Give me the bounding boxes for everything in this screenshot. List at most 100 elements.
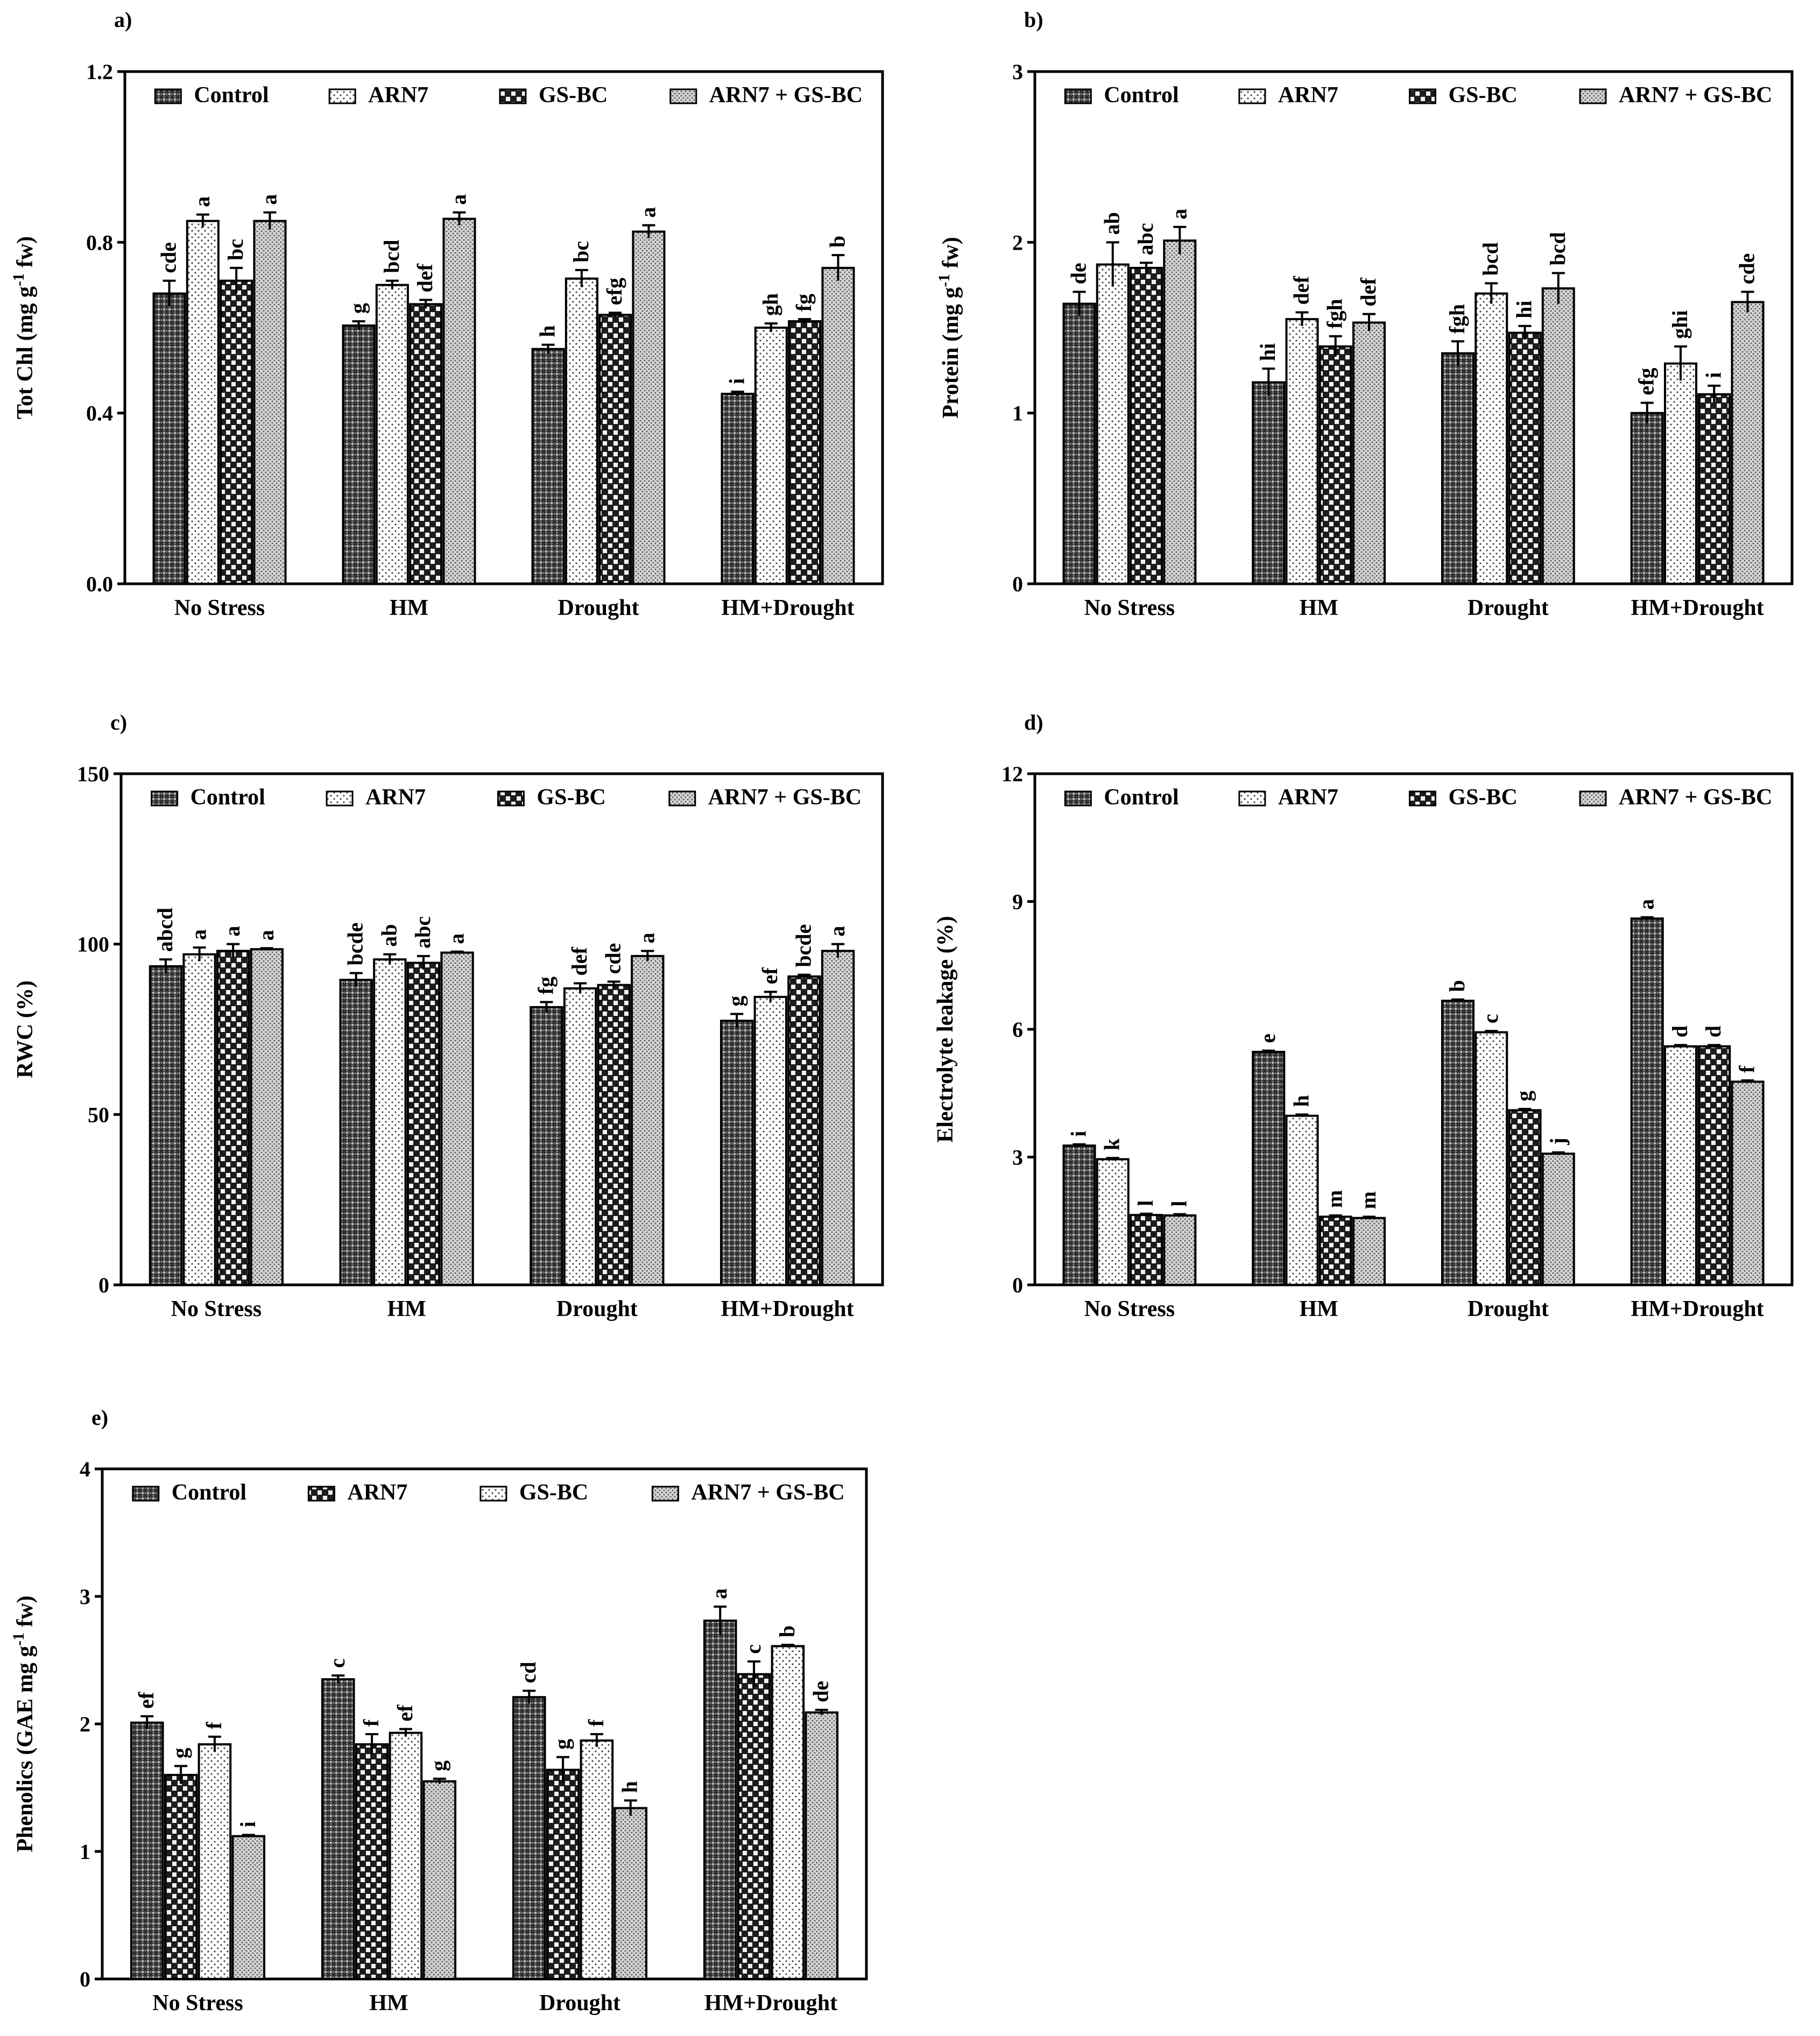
- plot-frame: [1033, 70, 1794, 585]
- x-tick-label: HM: [1299, 596, 1338, 620]
- significance-letter: hi: [1255, 343, 1280, 361]
- legend-label: ARN7: [368, 83, 428, 108]
- x-tick-label: No Stress: [171, 1297, 262, 1321]
- bar: [737, 1673, 771, 1981]
- significance-letter: h: [535, 325, 560, 337]
- y-axis-label: RWC (%): [13, 980, 38, 1078]
- legend-label: ARN7 + GS-BC: [691, 1480, 844, 1505]
- significance-letter: cde: [157, 242, 181, 273]
- significance-letter: cde: [601, 943, 625, 974]
- bar: [1475, 292, 1508, 585]
- y-tick-label: 6: [1012, 1017, 1023, 1042]
- legend-label: ARN7 + GS-BC: [1619, 83, 1772, 108]
- significance-letter: a: [1634, 899, 1659, 910]
- y-tick-label: 12: [1001, 762, 1023, 786]
- bar: [182, 953, 216, 1286]
- significance-letter: g: [724, 996, 748, 1007]
- bar: [1062, 1144, 1096, 1286]
- significance-letter: ab: [377, 924, 401, 946]
- bar: [631, 955, 665, 1286]
- bar: [787, 975, 821, 1286]
- legend-swatch: [1238, 790, 1266, 807]
- legend-label: ARN7: [365, 785, 426, 810]
- legend-swatch: [151, 790, 179, 807]
- panel-label: b): [1024, 8, 1043, 32]
- significance-letter: abc: [1133, 223, 1158, 255]
- significance-letter: a: [634, 932, 659, 943]
- bar: [1285, 1114, 1319, 1286]
- x-tick-label: Drought: [539, 1991, 620, 2016]
- bar: [720, 1020, 754, 1286]
- bar: [1697, 393, 1731, 585]
- significance-letter: ef: [134, 1692, 158, 1709]
- significance-letter: g: [346, 303, 370, 314]
- significance-letter: e: [1255, 1034, 1280, 1043]
- bar: [422, 1780, 457, 1980]
- legend-swatch: [154, 88, 182, 104]
- y-tick-label: 0: [80, 1967, 90, 1991]
- legend-swatch: [479, 1486, 507, 1502]
- significance-letter: gh: [758, 293, 782, 316]
- significance-letter: d: [1701, 1026, 1725, 1037]
- significance-letter: a: [187, 929, 211, 940]
- legend-swatch: [651, 1486, 679, 1502]
- bar: [805, 1711, 839, 1980]
- significance-letter: i: [725, 378, 749, 384]
- x-tick-label: HM: [369, 1991, 408, 2016]
- significance-letter: i: [1066, 1131, 1090, 1137]
- significance-letter: fg: [533, 977, 558, 994]
- legend-label: ARN7 + GS-BC: [709, 83, 863, 108]
- significance-letter: a: [1167, 209, 1191, 220]
- legend-swatch: [132, 1486, 160, 1502]
- legend-swatch: [1579, 88, 1607, 104]
- bar: [531, 348, 565, 585]
- legend-swatch: [1238, 88, 1266, 104]
- bar: [821, 950, 855, 1286]
- x-tick-label: Drought: [556, 1297, 638, 1321]
- x-tick-label: Drought: [1468, 596, 1549, 620]
- significance-letter: abcd: [153, 908, 177, 952]
- legend-swatch: [307, 1486, 335, 1502]
- y-tick-label: 2: [1012, 230, 1023, 254]
- y-tick-label: 2: [80, 1712, 90, 1736]
- significance-letter: b: [1445, 980, 1469, 992]
- bar: [130, 1721, 164, 1980]
- significance-letter: a: [707, 1588, 731, 1599]
- significance-letter: efg: [602, 278, 626, 305]
- significance-letter: l: [1133, 1200, 1158, 1206]
- bar: [442, 217, 476, 585]
- x-tick-label: No Stress: [152, 1991, 243, 2016]
- y-tick-label: 4: [80, 1457, 90, 1481]
- bar: [598, 314, 632, 585]
- legend-swatch: [1064, 790, 1092, 807]
- bar: [1062, 302, 1096, 585]
- y-tick-label: 3: [1012, 60, 1023, 84]
- x-tick-label: HM+Drought: [1631, 596, 1764, 620]
- bar: [1508, 331, 1542, 585]
- significance-letter: a: [445, 934, 469, 944]
- panel-5: e) 0 1 2 3 4 Phenolics (GAE mg g-1 fw) Control A…: [10, 1405, 868, 2016]
- x-tick-label: No Stress: [174, 596, 265, 620]
- y-axis-label: Electrolyte leakage (%): [933, 916, 958, 1142]
- y-tick-label: 150: [77, 762, 109, 786]
- x-tick-label: HM+Drought: [704, 1991, 837, 2016]
- x-tick-label: HM: [390, 596, 428, 620]
- bar: [530, 1006, 563, 1286]
- y-tick-label: 0.0: [86, 572, 113, 596]
- y-tick-label: 1: [1012, 401, 1023, 426]
- significance-letter: bcde: [791, 924, 815, 967]
- legend-label: GS-BC: [1448, 83, 1517, 108]
- significance-letter: abc: [411, 916, 435, 949]
- legend-label: ARN7: [1278, 83, 1338, 108]
- significance-letter: f: [1735, 1065, 1759, 1073]
- bar: [754, 327, 788, 585]
- legend-swatch: [328, 88, 356, 104]
- bar: [632, 230, 666, 585]
- bar: [580, 1739, 614, 1981]
- bar: [1352, 1217, 1386, 1286]
- bar: [788, 320, 822, 585]
- bar: [597, 984, 631, 1286]
- significance-letter: bcd: [1478, 242, 1502, 275]
- bar: [613, 1807, 648, 1980]
- y-tick-label: 0: [98, 1273, 109, 1297]
